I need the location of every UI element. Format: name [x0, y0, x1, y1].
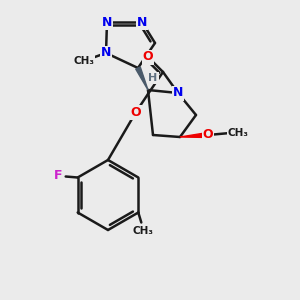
Polygon shape: [180, 133, 208, 137]
Text: O: O: [203, 128, 213, 142]
Text: N: N: [102, 16, 112, 28]
Text: F: F: [53, 169, 62, 182]
Text: N: N: [137, 16, 147, 28]
Text: CH₃: CH₃: [74, 56, 94, 66]
Text: N: N: [101, 46, 111, 59]
Polygon shape: [136, 67, 148, 90]
Text: O: O: [131, 106, 141, 118]
Text: O: O: [143, 50, 153, 64]
Text: CH₃: CH₃: [133, 226, 154, 236]
Text: N: N: [173, 86, 183, 100]
Text: CH₃: CH₃: [227, 128, 248, 138]
Text: H: H: [148, 73, 158, 83]
